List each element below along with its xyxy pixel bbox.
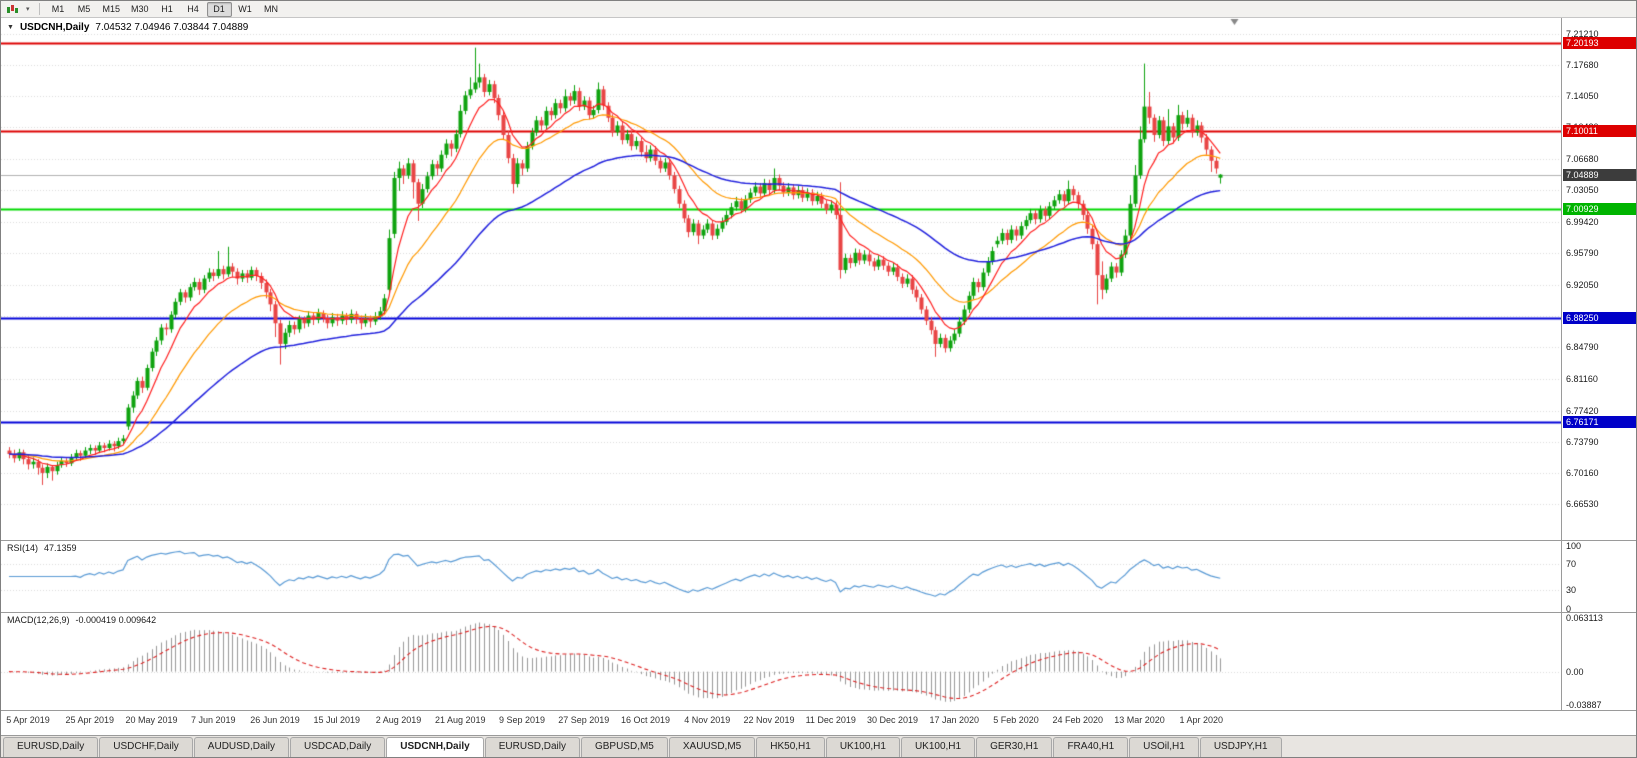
timeframe-button-h1[interactable]: H1: [161, 3, 173, 14]
chart-tab-usdjpy-h1[interactable]: USDJPY,H1: [1199, 737, 1282, 757]
macd-axis-label: 0.00: [1566, 666, 1584, 677]
price-axis-label: 6.81160: [1566, 373, 1598, 384]
date-axis-label: 1 Apr 2020: [1179, 715, 1224, 725]
chart-tab-audusd-daily[interactable]: AUDUSD,Daily: [193, 737, 290, 757]
timeframe-button-d1[interactable]: D1: [206, 1, 232, 17]
price-axis-label: 6.95790: [1566, 247, 1599, 258]
price-axis-label: 7.17680: [1566, 59, 1599, 70]
price-axis-label: 6.99420: [1566, 216, 1599, 227]
macd-indicator-pane: 0.063113 0.00 -0.03887 MACD(12,26,9) -0.00…: [1, 613, 1636, 711]
chart-title: ▼ USDCNH,Daily 7.04532 7.04946 7.03844 7…: [7, 22, 248, 33]
date-axis-label: 22 Nov 2019: [743, 715, 795, 725]
price-axis-label: 7.03050: [1566, 185, 1599, 196]
chart-tab-eurusd-daily[interactable]: EURUSD,Daily: [3, 737, 99, 757]
date-axis-label: 17 Jan 2020: [929, 715, 980, 725]
date-axis-label: 30 Dec 2019: [866, 715, 919, 725]
timeframe-button-m5[interactable]: M5: [77, 3, 91, 14]
price-level-badge: 7.20193: [1563, 36, 1636, 49]
symbol-dropdown-icon[interactable]: ▼: [7, 24, 14, 31]
price-axis-label: 6.73790: [1566, 437, 1599, 448]
price-level-badge: 7.10011: [1563, 124, 1636, 137]
timeframe-button-w1[interactable]: W1: [238, 3, 252, 14]
chart-tab-uk100-h1[interactable]: UK100,H1: [825, 737, 900, 757]
timeframe-button-m1[interactable]: M1: [51, 3, 65, 14]
chart-tab-bar: EURUSD,Daily USDCHF,Daily AUDUSD,Daily USDC…: [1, 735, 1636, 757]
date-axis-label: 4 Nov 2019: [684, 715, 731, 725]
symbol-timeframe-label: USDCNH,Daily: [19, 22, 90, 33]
rsi-indicator-pane: 100 70 30 0 RSI(14) 47.1359: [1, 541, 1636, 614]
price-level-badge: 7.04889: [1563, 168, 1636, 181]
toolbar-dropdown-icon[interactable]: ▾: [26, 6, 30, 13]
price-level-badge: 6.76171: [1563, 415, 1636, 428]
date-axis-label: 9 Sep 2019: [498, 715, 546, 725]
macd-chart-canvas[interactable]: [1, 613, 1561, 710]
date-axis-label: 13 Mar 2020: [1114, 715, 1165, 725]
price-chart-pane: 7.212107.176807.140507.104207.066807.030…: [1, 18, 1636, 541]
date-axis-label: 16 Oct 2019: [620, 715, 671, 725]
macd-axis-label: -0.03887: [1566, 700, 1602, 710]
timeframe-button-m15[interactable]: M15: [102, 3, 121, 14]
price-level-badge: 6.88250: [1563, 311, 1636, 324]
date-axis[interactable]: 5 Apr 2019 25 Apr 2019 20 May 2019 7 Jun 20…: [1, 711, 1636, 735]
timeframe-buttons: M1 M5 M15 M30 H1 H4 D1 W1 MN: [46, 1, 284, 17]
price-axis-label: 6.77420: [1566, 405, 1599, 416]
chart-tab-usdcnh-daily[interactable]: USDCNH,Daily: [386, 737, 484, 757]
chart-tab-usdchf-daily[interactable]: USDCHF,Daily: [99, 737, 193, 757]
price-axis-label: 7.06680: [1566, 154, 1599, 165]
chart-tab-eurusd-daily[interactable]: EURUSD,Daily: [484, 737, 580, 757]
date-axis-label: 5 Feb 2020: [993, 715, 1039, 725]
date-axis-label: 21 Aug 2019: [434, 715, 486, 725]
date-axis-label: 26 Jun 2019: [250, 715, 300, 725]
price-axis[interactable]: 7.212107.176807.140507.104207.066807.030…: [1561, 18, 1636, 540]
price-axis-label: 7.14050: [1566, 90, 1599, 101]
macd-title: MACD(12,26,9) -0.000419 0.009642: [7, 615, 156, 625]
macd-label: MACD(12,26,9): [7, 615, 70, 625]
rsi-value: 47.1359: [44, 543, 77, 553]
date-axis-label: 11 Dec 2019: [805, 715, 856, 725]
timeframe-button-m30[interactable]: M30: [131, 3, 149, 14]
candlestick-chart-canvas[interactable]: [1, 18, 1561, 540]
chart-tab-usdcad-daily[interactable]: USDCAD,Daily: [290, 737, 386, 757]
price-axis-label: 6.70160: [1566, 468, 1599, 479]
chart-tab-usoil-h1[interactable]: USOil,H1: [1129, 737, 1199, 757]
chart-tab-gbpusd-m5[interactable]: GBPUSD,M5: [580, 737, 668, 757]
date-axis-label: 2 Aug 2019: [375, 715, 422, 725]
rsi-chart-canvas[interactable]: [1, 541, 1561, 612]
timeframe-toolbar: ▾ M1 M5 M15 M30 H1 H4 D1 W1 MN: [1, 1, 1636, 18]
price-level-badge: 7.00929: [1563, 202, 1636, 215]
rsi-axis-label: 100: [1566, 541, 1582, 551]
rsi-axis-label: 70: [1566, 558, 1577, 569]
chart-type-icon[interactable]: [4, 4, 21, 15]
price-axis-label: 6.66530: [1566, 499, 1599, 510]
chart-tab-uk100-h1[interactable]: UK100,H1: [900, 737, 976, 757]
macd-axis[interactable]: 0.063113 0.00 -0.03887: [1561, 613, 1636, 710]
date-axis-label: 15 Jul 2019: [313, 715, 361, 725]
price-axis-label: 7.21210: [1566, 29, 1599, 40]
macd-values: -0.000419 0.009642: [75, 615, 157, 625]
ohlc-values: 7.04532 7.04946 7.03844 7.04889: [95, 22, 249, 33]
price-axis-label: 6.92050: [1566, 280, 1599, 291]
price-axis-label: 6.84790: [1566, 342, 1599, 353]
toolbar-separator: [38, 3, 40, 15]
date-axis-label: 27 Sep 2019: [558, 715, 610, 725]
date-axis-label: 5 Apr 2019: [6, 715, 50, 725]
timeframe-button-mn[interactable]: MN: [264, 3, 279, 14]
timeframe-button-h4[interactable]: H4: [187, 3, 199, 14]
chart-tab-xauusd-m5[interactable]: XAUUSD,M5: [668, 737, 756, 757]
rsi-axis-label: 30: [1566, 584, 1577, 595]
rsi-label: RSI(14): [7, 543, 39, 553]
date-axis-label: 20 May 2019: [125, 715, 178, 725]
date-axis-label: 24 Feb 2020: [1052, 715, 1104, 725]
chart-tab-fra40-h1[interactable]: FRA40,H1: [1053, 737, 1129, 757]
rsi-axis[interactable]: 100 70 30 0: [1561, 541, 1636, 614]
rsi-axis-label: 0: [1566, 604, 1572, 614]
rsi-title: RSI(14) 47.1359: [7, 543, 77, 553]
date-axis-label: 7 Jun 2019: [190, 715, 236, 725]
macd-axis-label: 0.063113: [1566, 613, 1603, 623]
date-axis-label: 25 Apr 2019: [65, 715, 115, 725]
chart-tab-hk50-h1[interactable]: HK50,H1: [756, 737, 825, 757]
chart-tab-ger30-h1[interactable]: GER30,H1: [976, 737, 1053, 757]
